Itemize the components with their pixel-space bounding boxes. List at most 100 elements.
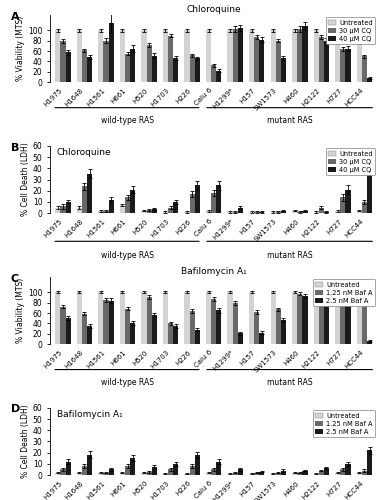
Bar [163,212,168,213]
Bar [276,41,281,82]
Title: Chloroquine: Chloroquine [186,5,241,14]
Bar [259,332,264,344]
Bar [367,450,372,475]
Bar [77,473,82,475]
Bar [345,295,351,344]
Bar [163,292,168,344]
Bar [281,58,286,82]
Bar [195,330,200,344]
Bar [259,40,264,82]
Bar [292,211,297,213]
Bar [60,41,65,82]
Bar [254,212,259,213]
Bar [335,292,340,344]
Bar [302,211,308,213]
Bar [184,292,189,344]
Text: Chloroquine: Chloroquine [57,148,111,157]
Bar [125,54,130,82]
Bar [228,292,233,344]
Bar [249,292,254,344]
Bar [249,474,254,475]
Bar [206,30,211,82]
Bar [60,470,65,475]
Bar [60,206,65,213]
Bar [65,52,71,82]
Bar [276,473,281,475]
Bar [302,26,308,82]
Bar [238,333,243,344]
Bar [55,473,60,475]
Bar [292,30,297,82]
Bar [125,198,130,213]
Bar [362,294,367,344]
Bar [141,211,147,213]
Bar [302,296,308,344]
Bar [271,30,276,82]
Text: wild-type RAS: wild-type RAS [100,378,154,386]
Bar [319,294,324,344]
Bar [141,292,147,344]
Bar [65,202,71,213]
Bar [228,30,233,82]
Bar [120,30,125,82]
Bar [340,294,345,344]
Bar [233,473,238,475]
Bar [276,310,281,344]
Bar [173,326,178,344]
Bar [152,467,157,475]
Bar [367,164,372,213]
Bar [109,200,114,213]
Bar [60,307,65,344]
Bar [55,208,60,213]
Bar [357,292,362,344]
Bar [168,324,173,344]
Bar [82,50,87,82]
Bar [152,208,157,213]
Bar [362,470,367,475]
Bar [297,294,302,344]
Text: C: C [11,274,19,283]
Bar [357,473,362,475]
Bar [141,30,147,82]
Bar [152,314,157,344]
Bar [125,309,130,344]
Bar [141,473,147,475]
Bar [125,466,130,475]
Bar [233,302,238,344]
Bar [335,211,340,213]
Bar [313,474,319,475]
Bar [184,30,189,82]
Bar [271,292,276,344]
Bar [184,212,189,213]
Bar [168,208,173,213]
Bar [254,473,259,475]
Bar [82,186,87,213]
Bar [189,466,195,475]
Bar [357,211,362,213]
Bar [238,208,243,213]
Bar [302,470,308,475]
Bar [324,468,329,475]
Bar [206,292,211,344]
Y-axis label: % Viability (MTS): % Viability (MTS) [16,16,25,81]
Bar [335,473,340,475]
Bar [259,472,264,475]
Legend: Untreated, 30 μM CQ, 40 μM CQ: Untreated, 30 μM CQ, 40 μM CQ [326,148,375,176]
Bar [120,292,125,344]
Bar [216,310,221,344]
Bar [189,194,195,213]
Bar [98,292,104,344]
Bar [276,212,281,213]
Bar [281,211,286,213]
Bar [281,320,286,344]
Bar [313,212,319,213]
Bar [109,470,114,475]
Y-axis label: % Cell Death (LDH): % Cell Death (LDH) [21,142,30,216]
Bar [249,30,254,82]
Text: mutant RAS: mutant RAS [267,116,312,124]
Bar [195,58,200,82]
Bar [297,212,302,213]
Bar [130,324,135,344]
Text: B: B [11,142,19,152]
Bar [98,473,104,475]
